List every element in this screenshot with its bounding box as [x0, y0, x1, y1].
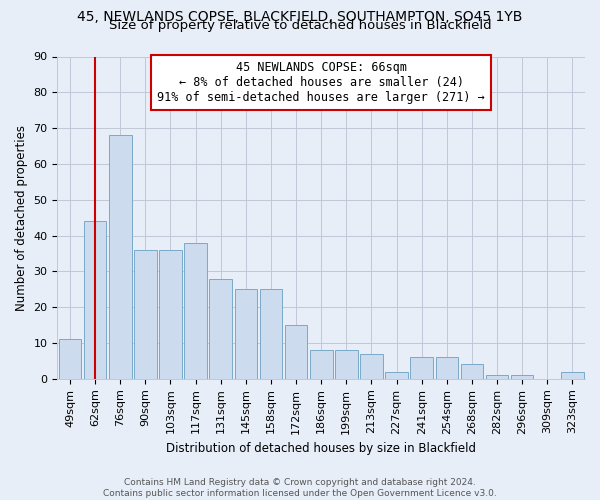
Bar [410, 358, 433, 379]
Bar [486, 375, 508, 379]
Bar [235, 290, 257, 379]
Y-axis label: Number of detached properties: Number of detached properties [15, 124, 28, 310]
Bar [134, 250, 157, 379]
Bar [159, 250, 182, 379]
Bar [436, 358, 458, 379]
Bar [285, 325, 307, 379]
Bar [461, 364, 483, 379]
X-axis label: Distribution of detached houses by size in Blackfield: Distribution of detached houses by size … [166, 442, 476, 455]
Bar [184, 242, 207, 379]
Bar [209, 278, 232, 379]
Text: 45 NEWLANDS COPSE: 66sqm
← 8% of detached houses are smaller (24)
91% of semi-de: 45 NEWLANDS COPSE: 66sqm ← 8% of detache… [157, 62, 485, 104]
Bar [335, 350, 358, 379]
Bar [511, 375, 533, 379]
Bar [385, 372, 408, 379]
Text: Size of property relative to detached houses in Blackfield: Size of property relative to detached ho… [109, 19, 491, 32]
Text: Contains HM Land Registry data © Crown copyright and database right 2024.
Contai: Contains HM Land Registry data © Crown c… [103, 478, 497, 498]
Bar [59, 340, 81, 379]
Bar [360, 354, 383, 379]
Bar [109, 136, 131, 379]
Bar [260, 290, 282, 379]
Bar [310, 350, 332, 379]
Bar [84, 221, 106, 379]
Bar [561, 372, 584, 379]
Text: 45, NEWLANDS COPSE, BLACKFIELD, SOUTHAMPTON, SO45 1YB: 45, NEWLANDS COPSE, BLACKFIELD, SOUTHAMP… [77, 10, 523, 24]
